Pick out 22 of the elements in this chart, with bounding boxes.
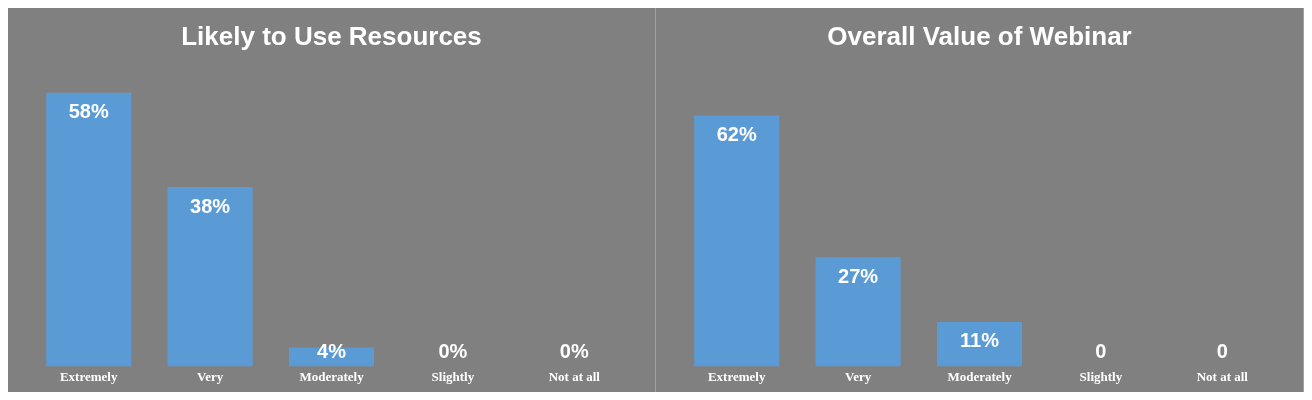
x-tick-label: Very [844, 368, 872, 384]
data-label: 38% [190, 194, 231, 217]
chart-title: Overall Value of Webinar [827, 20, 1132, 51]
x-tick-label: Slightly [1079, 368, 1123, 384]
data-label: 11% [960, 329, 1000, 352]
data-label: 27% [838, 264, 879, 287]
data-label: 4% [317, 339, 347, 362]
data-label: 58% [68, 100, 109, 123]
x-tick-label: Very [196, 368, 224, 384]
data-label: 0 [1216, 339, 1228, 362]
x-tick-label: Not at all [1196, 368, 1249, 384]
data-label: 0% [559, 339, 589, 362]
x-tick-label: Extremely [707, 368, 766, 384]
data-label: 62% [716, 123, 757, 146]
data-label: 0 [1095, 339, 1107, 362]
x-tick-label: Slightly [431, 368, 475, 384]
x-tick-label: Not at all [548, 368, 601, 384]
data-label: 0% [438, 339, 468, 362]
x-tick-label: Moderately [299, 368, 365, 384]
x-tick-label: Extremely [59, 368, 118, 384]
x-tick-label: Moderately [947, 368, 1013, 384]
chart-title: Likely to Use Resources [181, 20, 482, 51]
